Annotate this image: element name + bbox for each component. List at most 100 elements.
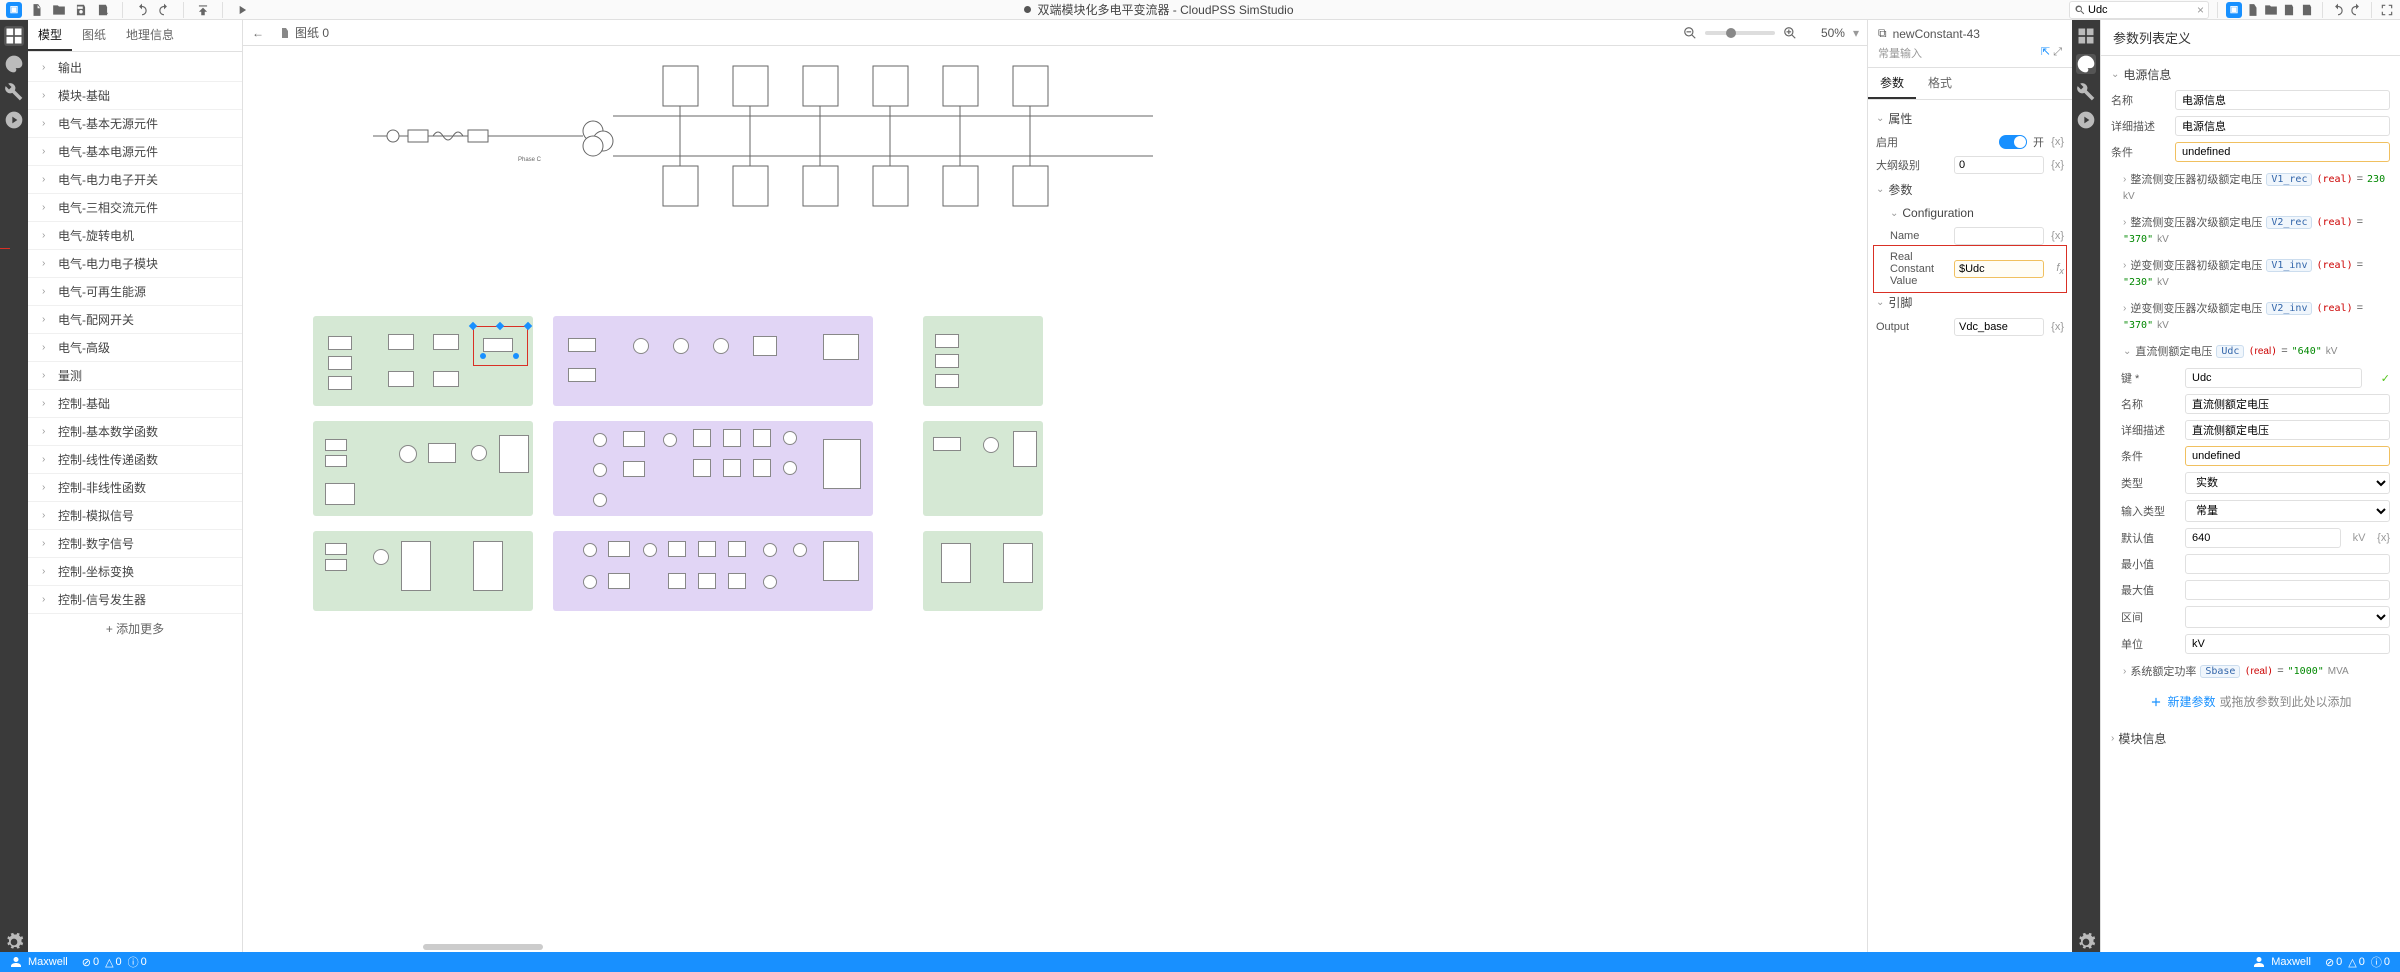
tree-item[interactable]: ›控制-基本数学函数 xyxy=(28,418,242,446)
section-attrs[interactable]: ⌄属性 xyxy=(1876,106,2064,131)
group-cond-input[interactable] xyxy=(2175,142,2390,162)
pmax-input[interactable] xyxy=(2185,580,2390,600)
run-icon[interactable] xyxy=(235,3,249,17)
tree-item[interactable]: ›电气-旋转电机 xyxy=(28,222,242,250)
param-line[interactable]: ›整流侧变压器初级额定电压 V1_rec (real) = 230 kV xyxy=(2111,165,2390,208)
expand-icon[interactable]: ⤢ xyxy=(2053,46,2062,58)
punit-input[interactable] xyxy=(2185,634,2390,654)
group-module-info[interactable]: ›模块信息 xyxy=(2111,726,2390,751)
ptype-select[interactable]: 实数 xyxy=(2185,472,2390,494)
rail-tools-icon[interactable] xyxy=(2076,82,2096,102)
pname-input[interactable] xyxy=(2185,394,2390,414)
fullscreen-icon[interactable] xyxy=(2380,3,2394,17)
tree-item[interactable]: ›量测 xyxy=(28,362,242,390)
tree-item[interactable]: ›电气-三相交流元件 xyxy=(28,194,242,222)
rail-play-icon[interactable] xyxy=(2076,110,2096,130)
subsystem-green-1[interactable] xyxy=(313,316,533,406)
rail-palette-icon[interactable] xyxy=(4,54,24,74)
tree-add-more[interactable]: 添加更多 xyxy=(28,614,242,643)
add-param-button[interactable]: 新建参数或拖放参数到此处以添加 xyxy=(2111,685,2390,718)
tree-item[interactable]: ›电气-电力电子模块 xyxy=(28,250,242,278)
save-dropdown-icon[interactable] xyxy=(96,3,110,17)
pin-icon[interactable]: ⇱ xyxy=(2041,46,2050,58)
param-line[interactable]: ›逆变侧变压器初级额定电压 V1_inv (real) = "230" kV xyxy=(2111,251,2390,294)
tree-item[interactable]: ›控制-信号发生器 xyxy=(28,586,242,614)
redo-icon[interactable] xyxy=(2349,3,2363,17)
app-logo-right[interactable]: ▣ xyxy=(2226,2,2242,18)
rail-settings-icon[interactable] xyxy=(4,932,24,952)
expr-suffix[interactable]: {x} xyxy=(2050,159,2064,171)
h-scrollbar[interactable] xyxy=(423,944,543,950)
expr-suffix[interactable]: {x} xyxy=(2050,321,2064,333)
rail-palette-icon[interactable] xyxy=(2076,54,2096,74)
pcond-input[interactable] xyxy=(2185,446,2390,466)
save-dropdown-icon[interactable] xyxy=(2300,3,2314,17)
group-power-info[interactable]: ⌄电源信息 xyxy=(2111,62,2390,87)
expr-suffix[interactable]: {x} xyxy=(2050,136,2064,148)
output-input[interactable] xyxy=(1954,318,2044,336)
subsystem-green-1b[interactable] xyxy=(923,316,1043,406)
rail-model-icon[interactable] xyxy=(4,26,24,46)
tree-item[interactable]: ›控制-线性传递函数 xyxy=(28,446,242,474)
save-icon[interactable] xyxy=(74,3,88,17)
subsystem-green-3b[interactable] xyxy=(923,531,1043,611)
search-box[interactable]: × xyxy=(2069,1,2209,19)
tree-item[interactable]: ›电气-基本电源元件 xyxy=(28,138,242,166)
tree-item[interactable]: ›控制-坐标变换 xyxy=(28,558,242,586)
group-desc-input[interactable] xyxy=(2175,116,2390,136)
subsystem-purple-2[interactable] xyxy=(553,421,873,516)
prange-select[interactable] xyxy=(2185,606,2390,628)
tree-item[interactable]: ›电气-高级 xyxy=(28,334,242,362)
search-input[interactable] xyxy=(2086,3,2197,17)
expr-suffix[interactable]: {x} xyxy=(2374,532,2391,544)
zoom-dropdown-icon[interactable]: ▾ xyxy=(1853,26,1859,40)
param-sbase[interactable]: › 系统额定功率 Sbase (real) = "1000" MVA xyxy=(2111,657,2390,685)
page-tab[interactable]: 图纸 0 xyxy=(273,22,335,43)
tab-geo[interactable]: 地理信息 xyxy=(116,20,184,51)
back-icon[interactable]: ← xyxy=(251,26,265,40)
tree-item[interactable]: ›控制-基础 xyxy=(28,390,242,418)
rail-settings-icon[interactable] xyxy=(2076,932,2096,952)
tree-item[interactable]: ›控制-模拟信号 xyxy=(28,502,242,530)
open-folder-icon[interactable] xyxy=(52,3,66,17)
rail-play-icon[interactable] xyxy=(4,110,24,130)
pinput-select[interactable]: 常量 xyxy=(2185,500,2390,522)
tab-sheet[interactable]: 图纸 xyxy=(72,20,116,51)
open-folder-icon[interactable] xyxy=(2264,3,2278,17)
subsystem-purple-3[interactable] xyxy=(553,531,873,611)
status-diagnostics-right[interactable]: ⊘ 0 △ 0 ⓘ 0 xyxy=(2325,954,2390,970)
name-input[interactable] xyxy=(1954,227,2044,245)
pdef-input[interactable] xyxy=(2185,528,2341,548)
subsystem-green-2b[interactable] xyxy=(923,421,1043,516)
tree-item[interactable]: ›输出 xyxy=(28,54,242,82)
param-line[interactable]: ›整流侧变压器次级额定电压 V2_rec (real) = "370" kV xyxy=(2111,208,2390,251)
rail-tools-icon[interactable] xyxy=(4,82,24,102)
clear-search-icon[interactable]: × xyxy=(2197,3,2204,17)
pdesc-input[interactable] xyxy=(2185,420,2390,440)
section-pins[interactable]: ⌄引脚 xyxy=(1876,290,2064,315)
tree-item[interactable]: ›电气-电力电子开关 xyxy=(28,166,242,194)
zoom-value[interactable]: 50% xyxy=(1805,26,1845,40)
schematic-canvas[interactable]: Phase C xyxy=(243,46,1867,952)
param-line[interactable]: ›逆变侧变压器次级额定电压 V2_inv (real) = "370" kV xyxy=(2111,294,2390,337)
rail-model-icon[interactable] xyxy=(2076,26,2096,46)
rcv-input[interactable] xyxy=(1954,260,2044,278)
new-file-icon[interactable] xyxy=(30,3,44,17)
tab-format[interactable]: 格式 xyxy=(1916,68,1964,99)
zoom-out-icon[interactable] xyxy=(1683,26,1697,40)
undo-icon[interactable] xyxy=(2331,3,2345,17)
key-input[interactable] xyxy=(2185,368,2362,388)
status-user[interactable]: Maxwell xyxy=(10,956,68,968)
status-diagnostics[interactable]: ⊘ 0 △ 0 ⓘ 0 xyxy=(82,954,147,970)
component-tree[interactable]: ›输出›模块-基础›电气-基本无源元件›电气-基本电源元件›电气-电力电子开关›… xyxy=(28,52,242,952)
section-params[interactable]: ⌄参数 xyxy=(1876,177,2064,202)
tab-model[interactable]: 模型 xyxy=(28,20,72,51)
tree-item[interactable]: ›控制-数字信号 xyxy=(28,530,242,558)
subsystem-green-3[interactable] xyxy=(313,531,533,611)
expr-suffix[interactable]: {x} xyxy=(2050,230,2064,242)
pmin-input[interactable] xyxy=(2185,554,2390,574)
tree-item[interactable]: ›电气-配网开关 xyxy=(28,306,242,334)
tree-item[interactable]: ›电气-可再生能源 xyxy=(28,278,242,306)
param-udc-header[interactable]: ⌄ 直流侧额定电压 Udc (real) = "640" kV xyxy=(2111,337,2390,365)
save-icon[interactable] xyxy=(2282,3,2296,17)
